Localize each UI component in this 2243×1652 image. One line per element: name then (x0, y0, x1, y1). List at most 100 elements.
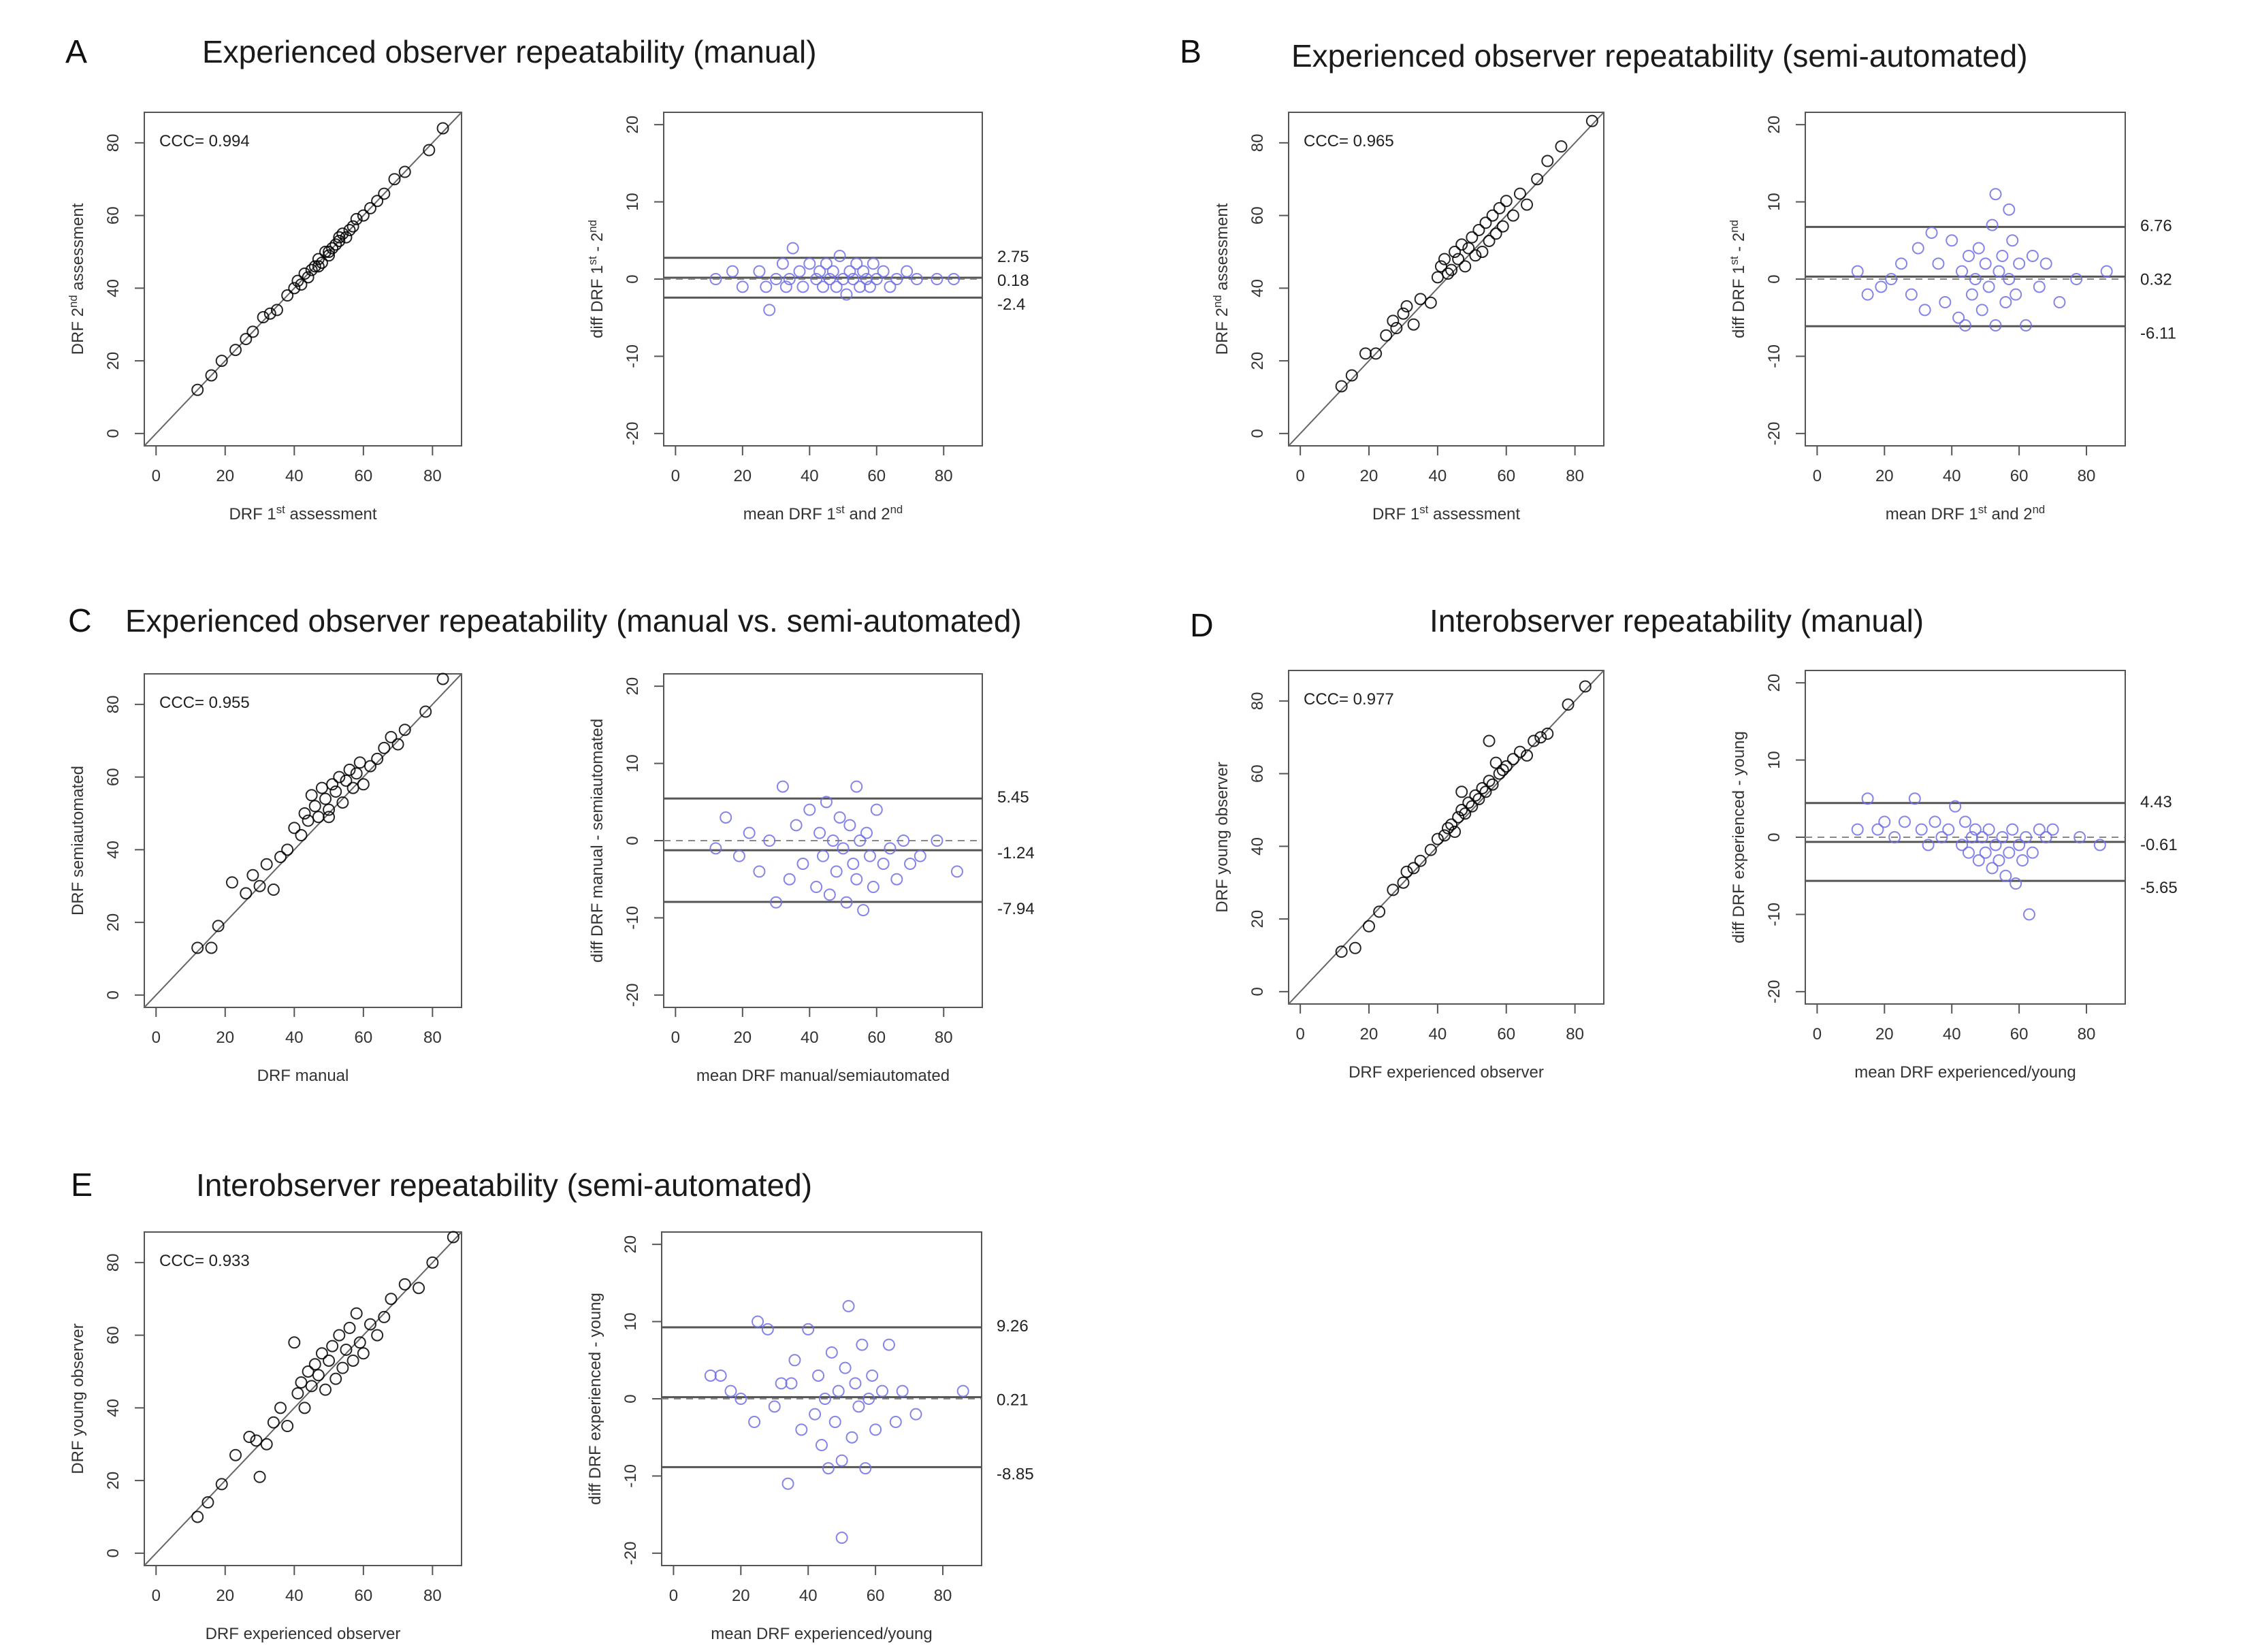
y-tick-label-b-scatter-3: 60 (1248, 206, 1267, 225)
data-point-d-scatter-29 (1500, 760, 1513, 773)
y-axis-label-b-ba-sup2: nd (1728, 220, 1741, 233)
x-axis-label-a-scatter: DRF 1st assessment (229, 503, 376, 524)
data-point-a-scatter-30 (378, 187, 391, 200)
data-point-b-ba-27 (2003, 273, 2016, 285)
data-point-e-scatter-7 (260, 1438, 273, 1451)
data-point-a-ba-12 (803, 257, 816, 270)
data-point-e-ba-31 (869, 1423, 882, 1436)
data-point-d-scatter-7 (1407, 862, 1420, 875)
data-point-d-ba-32 (2020, 831, 2033, 843)
y-tick-label-c-ba-1: -10 (624, 906, 642, 930)
data-point-e-ba-20 (832, 1384, 845, 1397)
data-point-c-ba-37 (931, 835, 943, 847)
data-point-a-ba-14 (813, 265, 826, 278)
data-point-c-ba-5 (763, 835, 776, 847)
y-tick-label-b-ba-1: -10 (1765, 344, 1784, 368)
x-axis-label-b-ba: mean DRF 1st and 2nd (1886, 503, 2046, 524)
data-point-d-ba-17 (1969, 823, 1982, 836)
data-point-e-scatter-23 (329, 1372, 342, 1385)
data-point-b-ba-33 (2033, 280, 2046, 293)
data-point-e-scatter-18 (312, 1369, 325, 1382)
y-axis-label-d-ba-main: diff DRF experienced - young (1730, 731, 1748, 943)
x-tick-label-c-ba-4: 80 (935, 1029, 953, 1047)
lower-loa-label-c-ba: -7.94 (997, 900, 1035, 918)
x-tick-label-e-scatter-0: 0 (152, 1587, 161, 1605)
y-tick-label-a-scatter-2: 40 (104, 279, 123, 297)
data-point-c-scatter-24 (336, 796, 349, 809)
data-point-c-ba-35 (904, 858, 917, 871)
data-point-e-ba-27 (856, 1338, 869, 1351)
data-point-b-ba-9 (1932, 257, 1945, 270)
data-point-e-scatter-25 (336, 1361, 349, 1374)
data-point-e-ba-24 (845, 1431, 858, 1444)
data-point-c-scatter-37 (419, 705, 432, 718)
data-point-a-scatter-24 (343, 223, 356, 236)
x-tick-label-a-ba-0: 0 (671, 467, 680, 485)
data-point-b-ba-14 (1959, 319, 1971, 332)
data-point-d-ba-36 (2046, 823, 2059, 836)
data-point-d-ba-20 (1979, 846, 1992, 859)
y-tick-label-c-ba-4: 20 (624, 677, 642, 696)
data-point-d-ba-33 (2026, 846, 2039, 859)
data-point-c-scatter-21 (326, 778, 339, 791)
data-point-e-scatter-30 (353, 1336, 366, 1349)
data-point-d-ba-8 (1922, 839, 1935, 852)
data-point-e-scatter-20 (319, 1383, 332, 1396)
y-axis-label-a-ba-sup2: nd (586, 220, 599, 233)
data-point-e-ba-39 (785, 1377, 798, 1390)
data-point-c-ba-7 (776, 780, 789, 793)
x-tick-label-a-ba-4: 80 (935, 467, 953, 485)
data-point-e-ba-38 (835, 1532, 848, 1544)
data-point-b-scatter-9 (1407, 318, 1420, 331)
y-tick-label-c-scatter-0: 0 (104, 990, 123, 999)
data-point-c-ba-21 (840, 896, 853, 909)
data-point-a-scatter-2 (215, 355, 228, 368)
data-point-c-scatter-31 (364, 760, 376, 773)
y-tick-label-a-ba-4: 20 (624, 116, 642, 134)
x-axis-label-e-ba-main: mean DRF experienced/young (711, 1625, 933, 1643)
data-point-e-ba-14 (812, 1369, 825, 1382)
data-point-b-scatter-37 (1541, 155, 1554, 167)
data-point-c-ba-31 (877, 858, 890, 871)
x-tick-label-b-ba-1: 20 (1875, 467, 1894, 485)
x-axis-label-b-scatter-main: DRF 1 (1372, 505, 1419, 523)
upper-loa-label-c-ba: 5.45 (997, 788, 1029, 807)
data-point-a-ba-2 (736, 280, 749, 293)
x-axis-label-d-ba-main: mean DRF experienced/young (1854, 1063, 2076, 1082)
data-point-a-scatter-11 (295, 278, 308, 291)
data-point-e-ba-2 (724, 1384, 737, 1397)
data-point-d-scatter-33 (1528, 734, 1540, 747)
data-point-a-scatter-22 (336, 227, 349, 240)
data-point-a-scatter-29 (371, 195, 384, 208)
data-point-d-ba-1 (1861, 792, 1874, 805)
x-tick-label-e-scatter-3: 60 (354, 1587, 372, 1605)
data-point-d-ba-35 (2039, 831, 2052, 843)
data-point-a-ba-31 (870, 273, 883, 285)
x-tick-label-c-ba-2: 40 (801, 1029, 819, 1047)
data-point-c-scatter-25 (340, 774, 353, 787)
data-point-e-ba-29 (862, 1393, 875, 1405)
data-point-b-scatter-26 (1479, 216, 1492, 229)
data-point-d-scatter-17 (1459, 807, 1472, 820)
data-point-e-ba-3 (735, 1393, 747, 1405)
data-point-b-ba-28 (2006, 234, 2019, 247)
data-point-d-ba-11 (1942, 823, 1955, 836)
x-axis-label-c-ba-main: mean DRF manual/semiautomated (696, 1067, 950, 1085)
panel-title-c: Experienced observer repeatability (manu… (125, 603, 1022, 638)
x-tick-label-d-ba-4: 80 (2078, 1025, 2096, 1043)
x-tick-label-e-ba-3: 60 (867, 1587, 885, 1605)
data-point-d-ba-14 (1959, 815, 1971, 828)
data-point-e-ba-1 (714, 1369, 727, 1382)
panel-title-a: Experienced observer repeatability (manu… (202, 34, 817, 69)
data-point-b-ba-29 (2010, 288, 2022, 301)
data-point-e-ba-32 (876, 1384, 889, 1397)
data-point-b-ba-16 (1965, 288, 1978, 301)
y-tick-label-a-ba-0: -20 (624, 422, 642, 446)
data-point-d-scatter-28 (1496, 764, 1509, 777)
data-point-c-ba-3 (743, 826, 756, 839)
data-point-a-scatter-39 (291, 274, 304, 287)
data-point-b-scatter-11 (1424, 296, 1437, 309)
data-point-b-ba-26 (1999, 296, 2012, 309)
data-point-a-ba-9 (786, 242, 799, 255)
data-point-c-ba-25 (854, 835, 867, 847)
